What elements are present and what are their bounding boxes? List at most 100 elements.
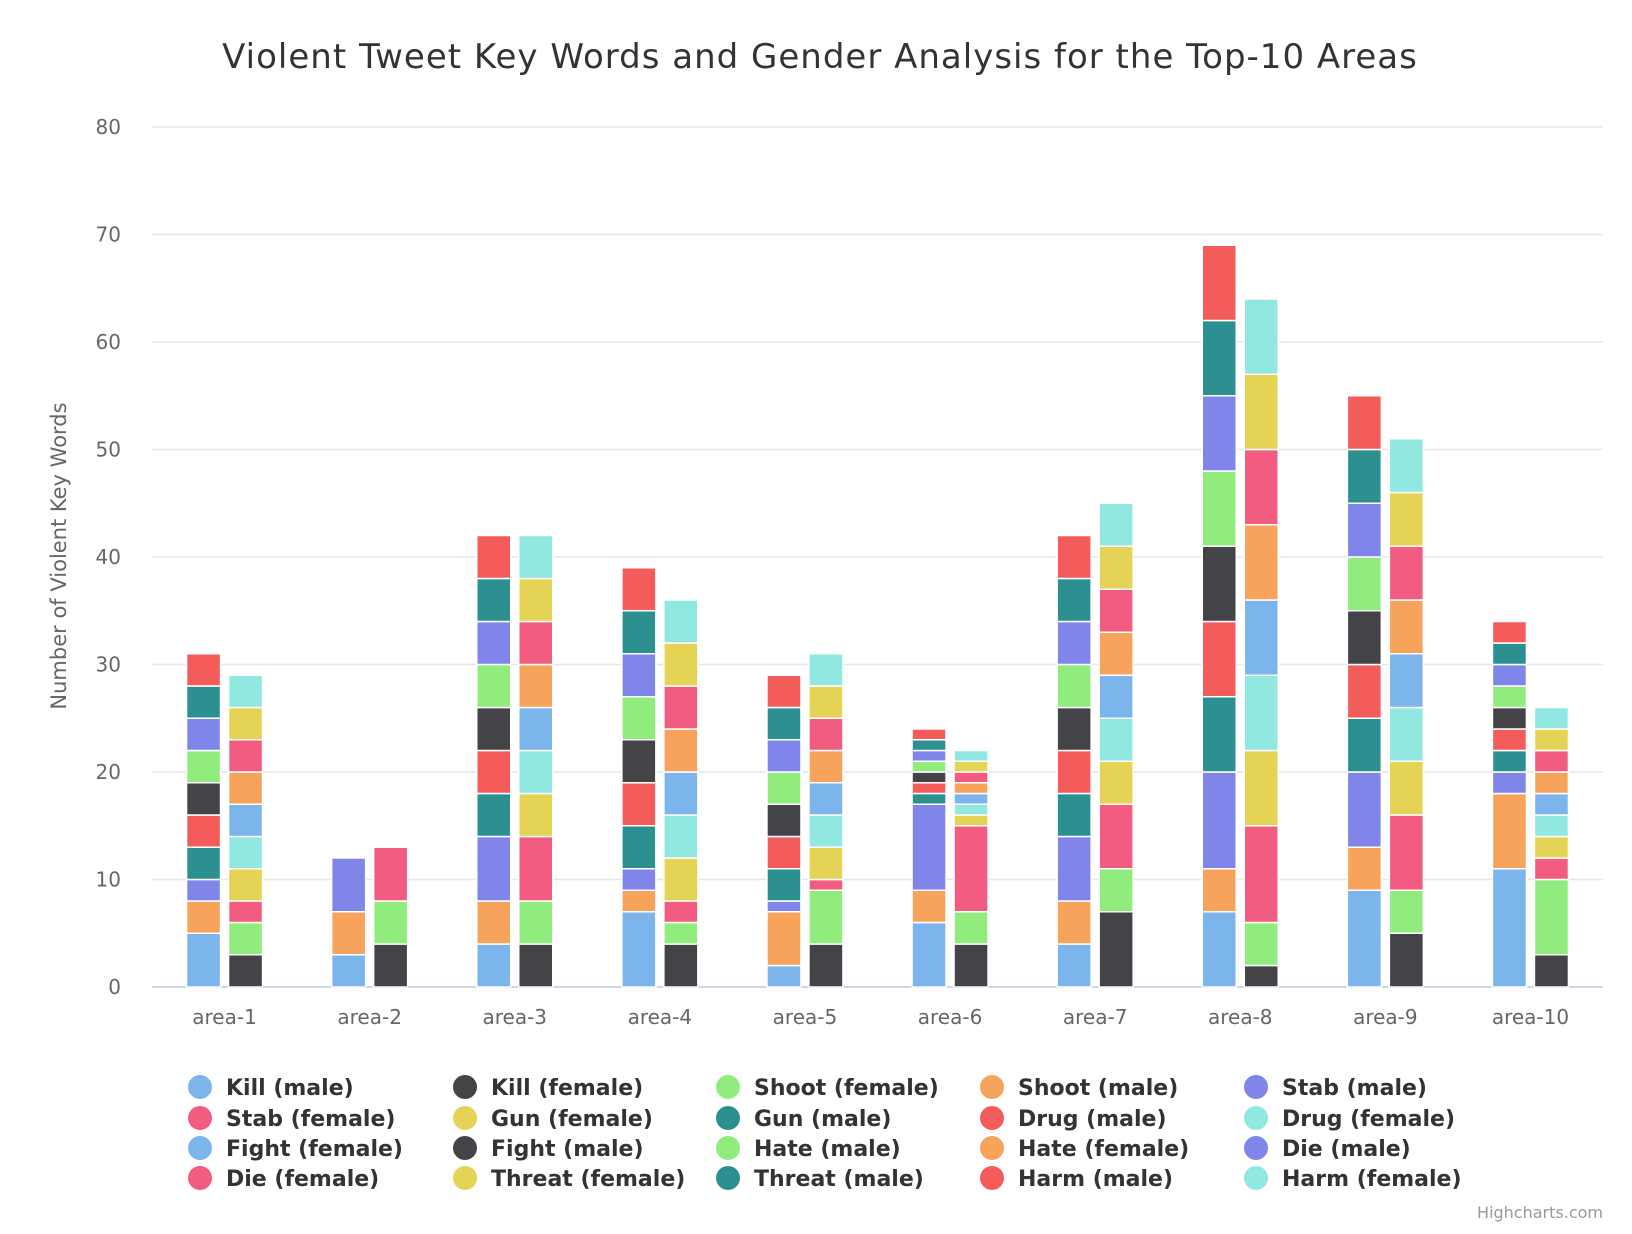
bar-segment[interactable]	[1098, 760, 1134, 805]
bar-segment[interactable]	[621, 653, 657, 698]
bar-segment[interactable]	[1533, 954, 1570, 988]
bar-segment[interactable]	[1098, 631, 1134, 676]
legend-item[interactable]: Shoot (male)	[980, 1075, 1178, 1101]
bar-segment[interactable]	[476, 943, 512, 988]
bar-segment[interactable]	[911, 749, 947, 762]
bar-segment[interactable]	[621, 889, 657, 913]
bar-segment[interactable]	[1346, 717, 1383, 773]
bar-segment[interactable]	[766, 706, 802, 741]
bar-segment[interactable]	[476, 835, 512, 902]
bar-segment[interactable]	[1098, 911, 1134, 988]
bar-segment[interactable]	[953, 782, 989, 795]
bar-segment[interactable]	[663, 771, 699, 816]
bar-segment[interactable]	[808, 889, 844, 945]
legend-item[interactable]: Drug (male)	[980, 1106, 1167, 1132]
bar-segment[interactable]	[1346, 663, 1383, 719]
bar-segment[interactable]	[1056, 577, 1092, 623]
bar-segment[interactable]	[911, 792, 947, 805]
bar-segment[interactable]	[1243, 674, 1279, 752]
bar-segment[interactable]	[1056, 620, 1092, 666]
bar-segment[interactable]	[953, 814, 989, 827]
bar-segment[interactable]	[185, 932, 222, 988]
bar-segment[interactable]	[227, 674, 264, 709]
bar-segment[interactable]	[227, 835, 264, 870]
bar-segment[interactable]	[1388, 932, 1425, 988]
bar-segment[interactable]	[1533, 771, 1570, 795]
bar-segment[interactable]	[1388, 760, 1425, 816]
bar-segment[interactable]	[911, 771, 947, 784]
bar-segment[interactable]	[1201, 319, 1237, 397]
legend-item[interactable]: Fight (female)	[188, 1136, 403, 1162]
bar-segment[interactable]	[1201, 470, 1237, 547]
bar-segment[interactable]	[476, 620, 512, 666]
bar-segment[interactable]	[1098, 545, 1134, 590]
bar-segment[interactable]	[227, 921, 264, 956]
bar-segment[interactable]	[518, 749, 554, 795]
bar-segment[interactable]	[663, 900, 699, 924]
legend-item[interactable]: Harm (female)	[1244, 1166, 1462, 1192]
bar-segment[interactable]	[1346, 889, 1383, 988]
bar-segment[interactable]	[1388, 438, 1425, 494]
bar-segment[interactable]	[1201, 395, 1237, 472]
bar-segment[interactable]	[227, 739, 264, 773]
bar-segment[interactable]	[911, 760, 947, 773]
bar-segment[interactable]	[518, 706, 554, 752]
bar-segment[interactable]	[1533, 878, 1570, 956]
bar-segment[interactable]	[766, 835, 802, 870]
bar-segment[interactable]	[1388, 814, 1425, 891]
credit-link[interactable]: Highcharts.com	[1477, 1203, 1603, 1222]
legend-item[interactable]: Stab (male)	[1244, 1075, 1427, 1101]
bar-segment[interactable]	[1098, 717, 1134, 762]
bar-segment[interactable]	[518, 577, 554, 623]
bar-segment[interactable]	[518, 792, 554, 838]
bar-segment[interactable]	[1201, 911, 1237, 988]
bar-segment[interactable]	[663, 728, 699, 773]
legend-item[interactable]: Gun (female)	[453, 1106, 653, 1132]
bar-segment[interactable]	[1056, 534, 1092, 580]
legend-item[interactable]: Drug (female)	[1244, 1106, 1455, 1132]
bar-segment[interactable]	[227, 900, 264, 924]
bar-segment[interactable]	[808, 846, 844, 881]
bar-segment[interactable]	[1346, 771, 1383, 848]
bar-segment[interactable]	[663, 921, 699, 945]
bar-segment[interactable]	[1533, 749, 1570, 773]
bar-segment[interactable]	[1491, 771, 1528, 795]
bar-segment[interactable]	[621, 825, 657, 870]
legend-item[interactable]: Kill (male)	[188, 1075, 354, 1101]
bar-segment[interactable]	[1388, 545, 1425, 601]
bar-segment[interactable]	[766, 674, 802, 709]
bar-segment[interactable]	[1201, 696, 1237, 773]
bar-segment[interactable]	[808, 814, 844, 848]
bar-segment[interactable]	[372, 900, 409, 945]
bar-segment[interactable]	[663, 685, 699, 730]
bar-segment[interactable]	[1056, 943, 1092, 988]
bar-segment[interactable]	[808, 717, 844, 752]
bar-segment[interactable]	[1098, 674, 1134, 719]
bar-segment[interactable]	[1533, 814, 1570, 838]
bar-segment[interactable]	[476, 792, 512, 838]
bar-segment[interactable]	[808, 782, 844, 816]
bar-segment[interactable]	[663, 857, 699, 902]
legend-item[interactable]: Shoot (female)	[716, 1075, 939, 1101]
bar-segment[interactable]	[1098, 588, 1134, 633]
bar-segment[interactable]	[911, 921, 947, 988]
legend-item[interactable]: Threat (male)	[716, 1166, 924, 1192]
bar-segment[interactable]	[1201, 868, 1237, 913]
bar-segment[interactable]	[372, 846, 409, 902]
legend-item[interactable]: Fight (male)	[453, 1136, 644, 1162]
bar-segment[interactable]	[1056, 706, 1092, 752]
bar-segment[interactable]	[1388, 889, 1425, 934]
bar-segment[interactable]	[1388, 599, 1425, 655]
bar-segment[interactable]	[1201, 244, 1237, 322]
bar-segment[interactable]	[227, 706, 264, 741]
bar-segment[interactable]	[476, 577, 512, 623]
bar-segment[interactable]	[1056, 663, 1092, 709]
bar-segment[interactable]	[1491, 868, 1528, 988]
bar-segment[interactable]	[1056, 900, 1092, 945]
bar-segment[interactable]	[1491, 728, 1528, 752]
bar-segment[interactable]	[766, 868, 802, 902]
bar-segment[interactable]	[1346, 610, 1383, 666]
bar-segment[interactable]	[1491, 642, 1528, 666]
bar-segment[interactable]	[953, 825, 989, 913]
bar-segment[interactable]	[476, 663, 512, 709]
